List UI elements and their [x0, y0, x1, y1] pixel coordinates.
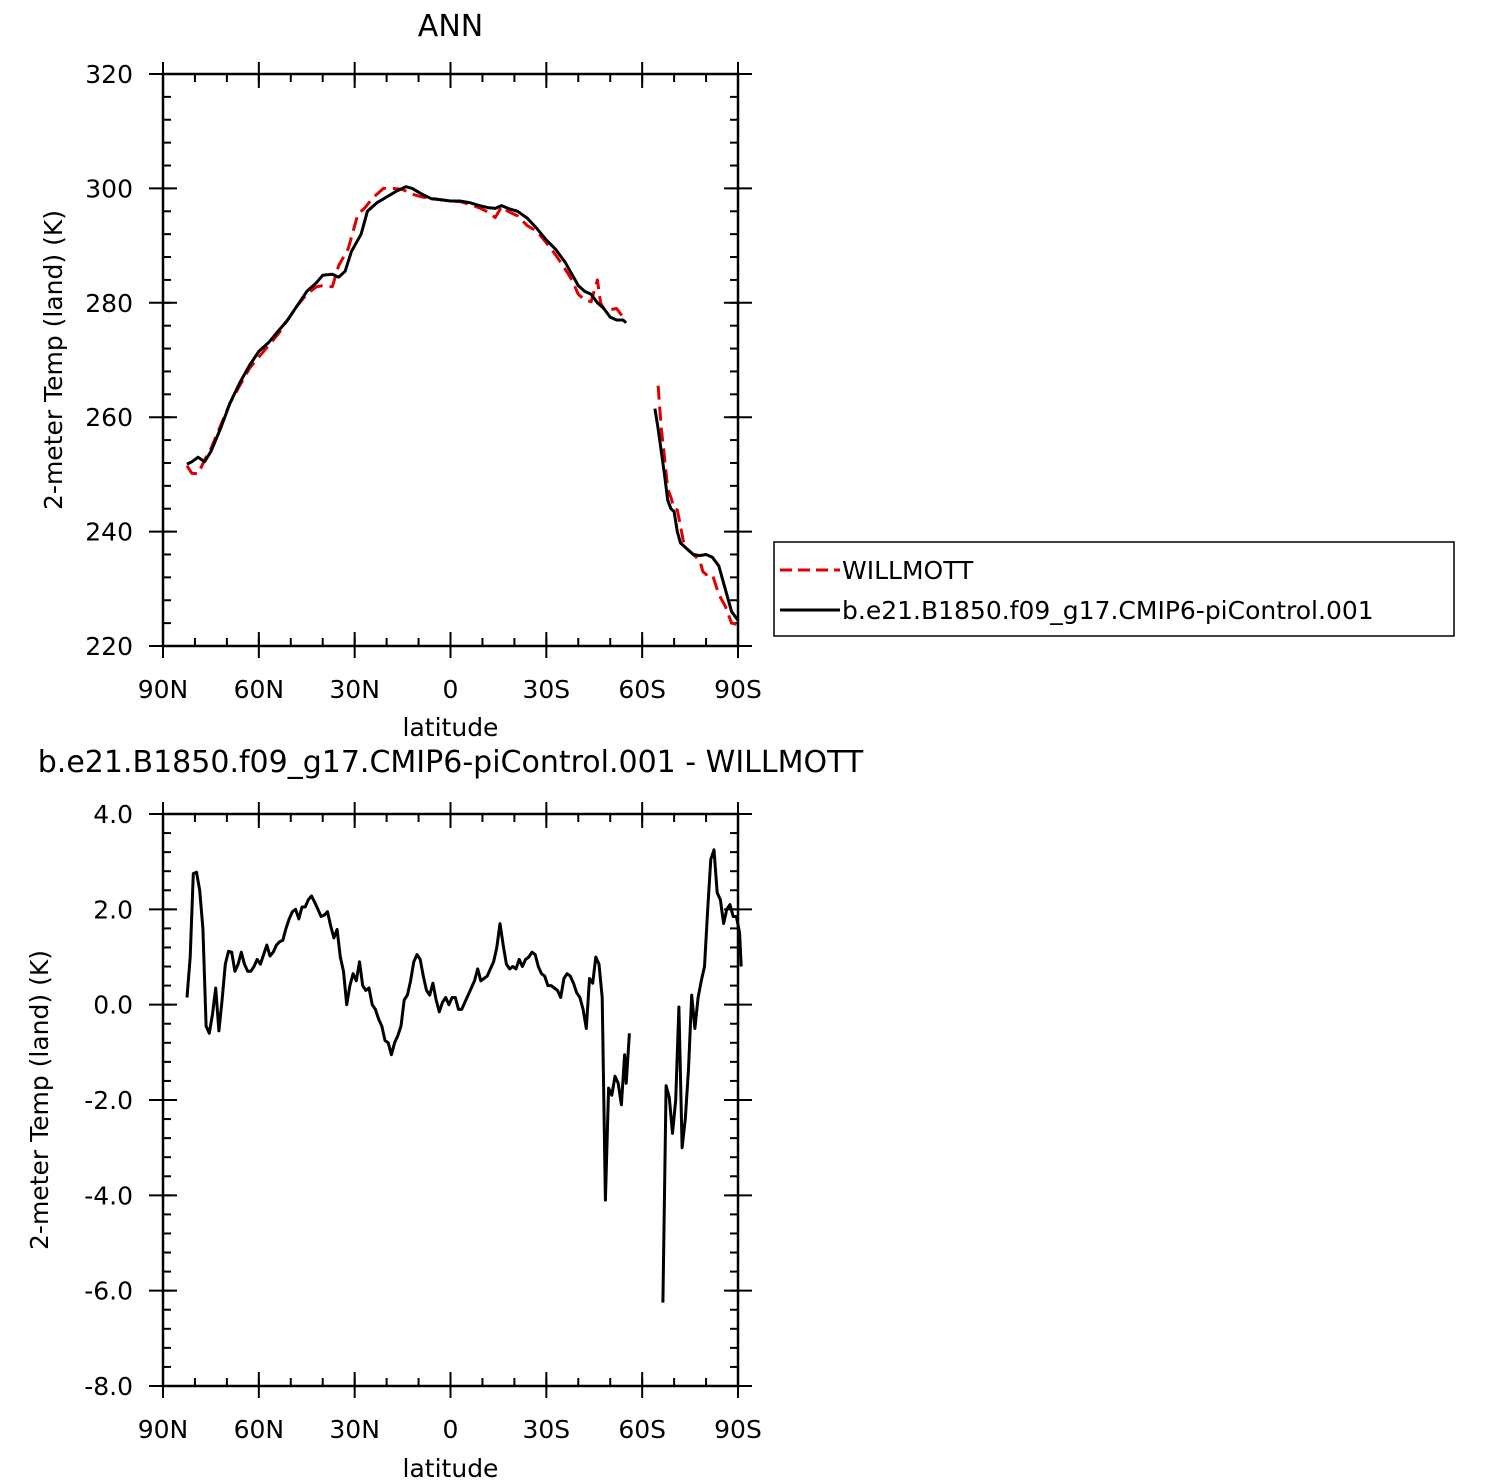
- y-tick-label: 4.0: [93, 800, 133, 829]
- x-tick-label: 90S: [714, 1415, 762, 1444]
- x-tick-label: 90N: [138, 675, 189, 704]
- y-axis-title: 2-meter Temp (land) (K): [39, 210, 68, 510]
- top-panel: 90N 60N 30N 0 30S 60S 90S 220 240 260 280 300 320 ANN…: [39, 9, 762, 742]
- y-axis-title: 2-meter Temp (land) (K): [25, 950, 54, 1250]
- y-tick-label: 300: [85, 174, 133, 203]
- bottom-panel: 90N 60N 30N 0 30S 60S 90S -8.0 -6.0 -4.0 -2.0 0.0 2.…: [25, 745, 864, 1483]
- chart-title: ANN: [418, 9, 483, 44]
- x-tick-label: 90S: [714, 675, 762, 704]
- legend-label: b.e21.B1850.f09_g17.CMIP6-piControl.001: [842, 596, 1374, 625]
- y-tick-label: 260: [85, 403, 133, 432]
- plot-frame: [161, 812, 740, 1388]
- y-tick-label: -4.0: [84, 1181, 133, 1210]
- x-tick-label: 30N: [329, 675, 380, 704]
- y-tick-label: 280: [85, 289, 133, 318]
- x-axis-title: latitude: [403, 1454, 499, 1483]
- x-tick-label: 90N: [138, 1415, 189, 1444]
- y-tick-label: -6.0: [84, 1277, 133, 1306]
- y-tick-label: 0.0: [93, 991, 133, 1020]
- x-tick-label: 60S: [618, 1415, 666, 1444]
- x-tick-label: 30S: [522, 1415, 570, 1444]
- y-tick-label: -8.0: [84, 1372, 133, 1401]
- series-line: [661, 848, 743, 1303]
- y-tick-label: -2.0: [84, 1086, 133, 1115]
- legend: WILLMOTT b.e21.B1850.f09_g17.CMIP6-piCont…: [773, 541, 1455, 637]
- y-tick-label: 320: [85, 60, 133, 89]
- legend-box: [773, 541, 1455, 637]
- x-tick-label: 0: [443, 675, 459, 704]
- series-line: [185, 186, 625, 476]
- chart-title: b.e21.B1850.f09_g17.CMIP6-piControl.001 …: [38, 745, 864, 780]
- x-tick-label: 60N: [234, 1415, 285, 1444]
- x-tick-label: 30N: [329, 1415, 380, 1444]
- y-tick-label: 240: [85, 518, 133, 547]
- legend-label: WILLMOTT: [842, 556, 974, 585]
- y-tick-label: 220: [85, 632, 133, 661]
- plot-frame: [161, 72, 740, 648]
- series-line: [653, 408, 740, 622]
- y-tick-label: 2.0: [93, 895, 133, 924]
- x-tick-label: 60S: [618, 675, 666, 704]
- series-line: [186, 185, 628, 466]
- x-axis-title: latitude: [403, 713, 499, 742]
- x-tick-label: 60N: [234, 675, 285, 704]
- x-tick-label: 30S: [522, 675, 570, 704]
- x-tick-label: 0: [443, 1415, 459, 1444]
- series-line: [185, 870, 631, 1202]
